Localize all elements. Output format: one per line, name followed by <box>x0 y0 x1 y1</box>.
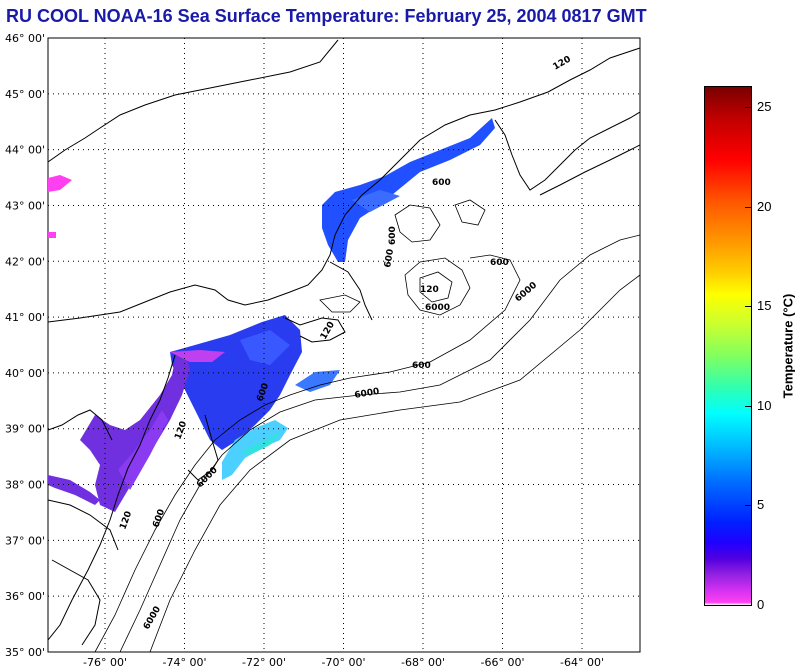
lat-label: 43° 00' <box>5 199 45 212</box>
colorbar-tick-label: 25 <box>757 98 772 114</box>
colorbar-tick-label: 0 <box>757 597 765 612</box>
colorbar-label: Temperature (°C) <box>780 293 796 399</box>
longitude-labels: -76° 00' -74° 00' -72° 00' -70° 00' -68° 00'… <box>83 656 604 669</box>
lon-label: -72° 00' <box>242 656 286 669</box>
lat-label: 41° 00' <box>5 311 45 324</box>
lon-label: -70° 00' <box>322 656 366 669</box>
svg-text:600: 600 <box>432 178 451 188</box>
sst-gulf-of-maine <box>322 118 495 262</box>
lat-label: 44° 00' <box>5 144 45 157</box>
lat-label: 36° 00' <box>5 590 45 603</box>
coastline <box>48 39 640 646</box>
lon-label: -64° 00' <box>560 656 604 669</box>
svg-text:6000: 6000 <box>354 387 380 401</box>
colorbar-tick-mark <box>745 306 751 308</box>
colorbar-tick-label: 5 <box>757 497 765 513</box>
svg-text:6000: 6000 <box>425 303 450 313</box>
svg-text:600: 600 <box>490 258 509 268</box>
temperature-colorbar <box>704 86 752 606</box>
plot-frame <box>47 37 641 653</box>
graticule <box>48 37 640 653</box>
bathymetry-contours <box>94 199 640 652</box>
lon-label: -76° 00' <box>83 656 127 669</box>
colorbar-tick-mark <box>745 206 751 208</box>
sst-chesapeake-purple <box>80 350 190 512</box>
map-title: RU COOL NOAA-16 Sea Surface Temperature:… <box>6 6 647 26</box>
lat-label: 35° 00' <box>5 646 45 659</box>
lat-label: 40° 00' <box>5 367 45 380</box>
colorbar-tick-label: 10 <box>757 397 772 413</box>
lat-label: 46° 00' <box>5 32 45 45</box>
lat-label: 42° 00' <box>5 255 45 268</box>
colorbar-tick-mark <box>745 106 751 108</box>
colorbar-tick-label: 20 <box>757 198 772 214</box>
svg-text:600: 600 <box>388 226 398 245</box>
svg-text:600: 600 <box>383 248 396 268</box>
lon-label: -74° 00' <box>163 656 207 669</box>
colorbar-tick-mark <box>745 605 751 606</box>
lon-label: -68° 00' <box>401 656 445 669</box>
latitude-labels: 46° 00' 45° 00' 44° 00' 43° 00' 42° 00' 41° 0… <box>5 32 45 659</box>
colorbar-tick-mark <box>745 405 751 407</box>
lat-label: 39° 00' <box>5 423 45 436</box>
lat-label: 45° 00' <box>5 88 45 101</box>
lat-label: 38° 00' <box>5 479 45 492</box>
colorbar-tick-label: 15 <box>757 298 772 314</box>
svg-text:120: 120 <box>420 285 439 295</box>
sst-magenta-patch <box>48 175 72 192</box>
sst-overlay <box>48 118 495 512</box>
svg-text:600: 600 <box>412 361 431 371</box>
lat-label: 37° 00' <box>5 534 45 547</box>
lon-label: -66° 00' <box>481 656 525 669</box>
colorbar-tick-mark <box>745 505 751 507</box>
